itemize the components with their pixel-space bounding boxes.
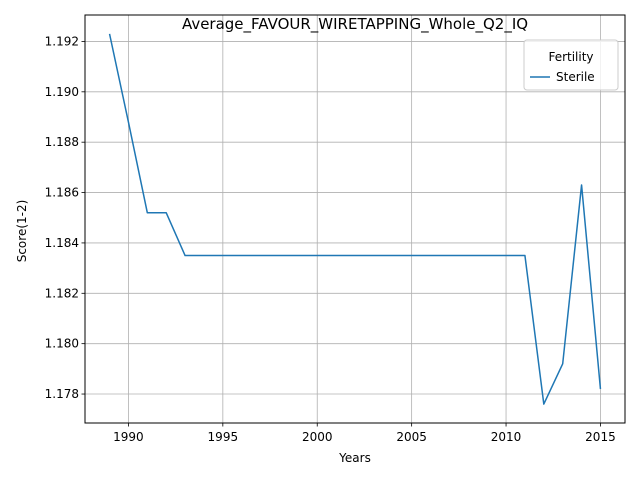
- y-tick-label: 1.186: [45, 186, 79, 200]
- y-tick-label: 1.182: [45, 286, 79, 300]
- y-axis-ticks: 1.178 1.180 1.182 1.184 1.186 1.188 1.190 1.192: [45, 34, 85, 401]
- x-axis-ticks: 1990 1995 2000 2005 2010 2015: [113, 423, 616, 444]
- x-tick-label: 2005: [396, 430, 427, 444]
- x-axis-title: Years: [338, 451, 371, 465]
- x-tick-label: 2000: [302, 430, 333, 444]
- y-tick-label: 1.178: [45, 387, 79, 401]
- y-tick-label: 1.190: [45, 85, 79, 99]
- x-tick-label: 2010: [491, 430, 522, 444]
- plot-area-frame: [84, 14, 626, 424]
- legend-title: Fertility: [548, 50, 593, 64]
- y-tick-label: 1.180: [45, 337, 79, 351]
- y-tick-label: 1.192: [45, 34, 79, 48]
- legend-label-sterile: Sterile: [556, 70, 595, 84]
- y-axis-title: Score(1-2): [15, 200, 29, 263]
- x-tick-label: 1990: [113, 430, 144, 444]
- legend: Fertility Sterile: [523, 39, 619, 91]
- x-tick-label: 2015: [585, 430, 616, 444]
- x-tick-label: 1995: [208, 430, 239, 444]
- y-tick-label: 1.188: [45, 135, 79, 149]
- y-tick-label: 1.184: [45, 236, 79, 250]
- chart-title: Average_FAVOUR_WIRETAPPING_Whole_Q2_IQ: [182, 15, 528, 34]
- series-line-sterile: [108, 33, 602, 405]
- series-layer: [108, 33, 602, 405]
